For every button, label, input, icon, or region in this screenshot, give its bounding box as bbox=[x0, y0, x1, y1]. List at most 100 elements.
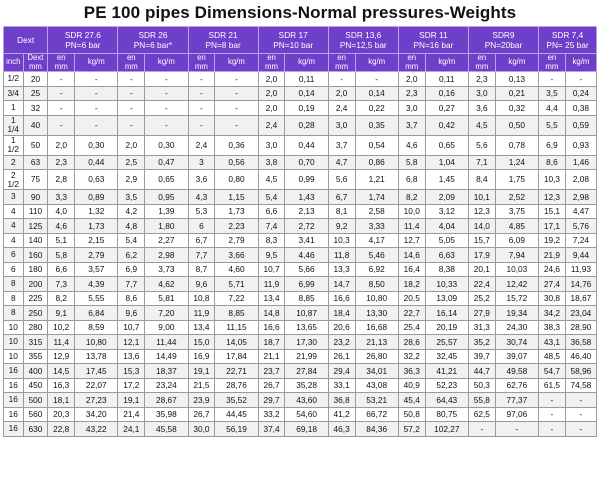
mm-label: mm bbox=[405, 61, 419, 71]
wall-thickness-cell: 38,3 bbox=[538, 319, 566, 335]
inch-value: 4 bbox=[10, 234, 16, 245]
table-row: 1/2 20- - - - - -2,0 0,11- -2,0 0,11 2,3 0,13- - bbox=[3, 71, 598, 87]
weight-cell: 0,50 bbox=[494, 114, 540, 136]
pn-label: PN=16 bar bbox=[413, 40, 454, 50]
wall-thickness-cell: 15,1 bbox=[538, 203, 566, 219]
inch-value: 16 bbox=[8, 423, 18, 434]
weight-cell: 4,62 bbox=[144, 276, 189, 292]
outer-diameter-cell: 280 bbox=[22, 319, 49, 335]
inch-value: 2 bbox=[10, 156, 16, 167]
weight-cell: 3,33 bbox=[354, 218, 399, 234]
weight-cell: - bbox=[144, 100, 189, 116]
weight-cell: 27,84 bbox=[284, 363, 329, 379]
weight-cell: - bbox=[564, 421, 598, 437]
wall-thickness-cell: 3,5 bbox=[538, 85, 566, 101]
wall-thickness-cell: 23,7 bbox=[257, 363, 286, 379]
weight-cell: 2,08 bbox=[564, 169, 598, 190]
outer-diameter-cell: 75 bbox=[22, 169, 49, 190]
mm-label: mm bbox=[265, 61, 279, 71]
table-row: 16 630 22,8 43,22 24,1 45,58 30,0 56,19 37,4 69,1… bbox=[3, 421, 598, 437]
inch-value: 8 bbox=[10, 292, 16, 303]
weight-cell: 1,73 bbox=[214, 203, 259, 219]
wall-thickness-cell: 26,1 bbox=[327, 348, 356, 364]
weight-cell: 22,07 bbox=[74, 377, 119, 393]
sdr-label: SDR 21 bbox=[208, 30, 238, 40]
pn-label: PN= 25 bar bbox=[546, 40, 589, 50]
wall-thickness-cell: 2,0 bbox=[117, 134, 146, 156]
wall-thickness-cell: 44,7 bbox=[467, 363, 496, 379]
weight-cell: 23,24 bbox=[144, 377, 189, 393]
wall-thickness-cell: - bbox=[538, 392, 566, 408]
sdr-label: SDR 11 bbox=[419, 30, 448, 40]
weight-cell: 62,76 bbox=[494, 377, 540, 393]
weight-cell: 1,45 bbox=[424, 169, 469, 190]
weight-cell: 77,37 bbox=[494, 392, 540, 408]
weight-cell: - bbox=[214, 114, 259, 136]
weight-header: kg/m bbox=[284, 53, 329, 72]
weight-cell: 14,76 bbox=[564, 276, 598, 292]
weight-cell: 18,67 bbox=[564, 290, 598, 306]
wall-thickness-cell: 54,7 bbox=[538, 363, 566, 379]
inch-cell: 1 1/4 bbox=[3, 114, 24, 136]
wall-thickness-cell: 6,6 bbox=[257, 203, 286, 219]
wall-thickness-cell: 10,1 bbox=[467, 189, 496, 205]
wall-thickness-cell: 5,3 bbox=[187, 203, 216, 219]
wall-thickness-cell: 12,3 bbox=[538, 189, 566, 205]
wall-thickness-cell: 41,2 bbox=[327, 406, 356, 422]
weight-cell: - bbox=[144, 71, 189, 87]
weight-cell: 25,57 bbox=[424, 334, 469, 350]
outer-diameter-cell: 500 bbox=[22, 392, 49, 408]
wall-thickness-cell: 4,5 bbox=[467, 114, 496, 136]
wall-thickness-header: en mm bbox=[257, 53, 286, 72]
wall-thickness-cell: 9,1 bbox=[47, 305, 76, 321]
table-body: 1/2 20- - - - - -2,0 0,11- -2,0 0,11 2,3 0,13- -3/4 2… bbox=[3, 71, 598, 437]
wall-thickness-cell: 22,7 bbox=[397, 305, 426, 321]
weight-cell: 0,16 bbox=[424, 85, 469, 101]
wall-thickness-cell: 5,6 bbox=[327, 169, 356, 190]
weight-cell: 7,24 bbox=[564, 232, 598, 248]
wall-thickness-cell: 8,6 bbox=[538, 154, 566, 170]
weight-cell: 1,73 bbox=[74, 218, 119, 234]
weight-cell: 39,07 bbox=[494, 348, 540, 364]
wall-thickness-cell: 14,5 bbox=[47, 363, 76, 379]
wall-thickness-cell: 39,7 bbox=[467, 348, 496, 364]
weight-cell: 2,79 bbox=[74, 247, 119, 263]
weight-cell: 6,63 bbox=[424, 247, 469, 263]
wall-thickness-cell: 2,0 bbox=[397, 71, 426, 87]
weight-cell: 44,45 bbox=[214, 406, 259, 422]
wall-thickness-cell: 2,3 bbox=[467, 71, 496, 87]
table-row: 2 63 2,3 0,44 2,5 0,47 3 0,56 3,8 0,70 4,7 0,86 5,8 1… bbox=[3, 154, 598, 170]
inch-cell: 10 bbox=[3, 319, 24, 335]
weight-cell: 7,22 bbox=[214, 290, 259, 306]
weight-cell: 30,74 bbox=[494, 334, 540, 350]
inch-value: 8 bbox=[10, 278, 16, 289]
en-label: en bbox=[477, 53, 487, 62]
sdr-label: SDR9 bbox=[492, 30, 515, 40]
wall-thickness-cell: 62,5 bbox=[467, 406, 496, 422]
wall-thickness-cell: 2,9 bbox=[117, 169, 146, 190]
weight-cell: 10,33 bbox=[424, 276, 469, 292]
inch-value: 1 bbox=[10, 102, 16, 113]
weight-cell: 21,13 bbox=[354, 334, 399, 350]
weight-cell: 19,34 bbox=[494, 305, 540, 321]
wall-thickness-cell: 16,3 bbox=[47, 377, 76, 393]
weight-cell: 69,18 bbox=[284, 421, 329, 437]
wall-thickness-cell: 8,1 bbox=[327, 203, 356, 219]
wall-thickness-cell: 48,5 bbox=[538, 348, 566, 364]
weight-cell: 35,52 bbox=[214, 392, 259, 408]
wall-thickness-cell: 10,0 bbox=[397, 203, 426, 219]
weight-cell: 2,98 bbox=[144, 247, 189, 263]
wall-thickness-cell: 33,2 bbox=[257, 406, 286, 422]
weight-cell: 2,23 bbox=[214, 218, 259, 234]
wall-thickness-cell: 21,9 bbox=[538, 247, 566, 263]
weight-header: kg/m bbox=[494, 53, 540, 72]
inch-cell: 3/4 bbox=[3, 85, 24, 101]
inch-cell: 8 bbox=[3, 290, 24, 306]
weight-cell: 1,24 bbox=[494, 154, 540, 170]
weight-cell: 0,11 bbox=[284, 71, 329, 87]
mm-label: mm bbox=[545, 61, 559, 71]
pipe-dimensions-table: Dext SDR 27.6 PN=6 bar SDR 26 PN=6 bar* SDR … bbox=[2, 26, 598, 437]
wall-thickness-cell: 2,3 bbox=[47, 154, 76, 170]
wall-thickness-cell: 3,8 bbox=[257, 154, 286, 170]
weight-cell: 0,35 bbox=[354, 114, 399, 136]
